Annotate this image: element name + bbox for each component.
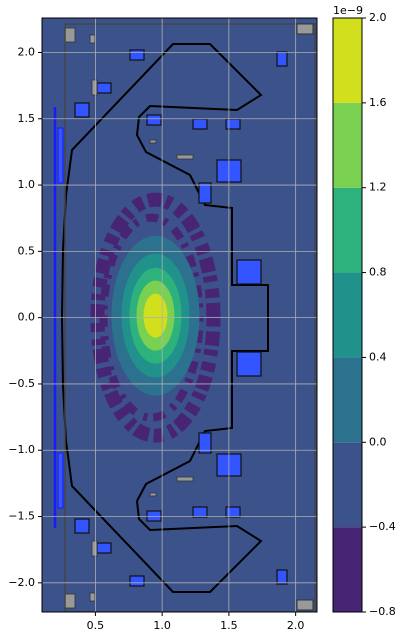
colorbar-tick-label: −0.4 — [369, 520, 396, 533]
coil — [198, 182, 212, 204]
contour-field — [42, 18, 317, 612]
port — [296, 23, 314, 35]
x-tick-label: 1.5 — [220, 619, 238, 632]
coil — [276, 51, 288, 67]
y-tick-label: 1.5 — [18, 112, 36, 125]
passive-structure — [91, 79, 98, 96]
x-tick-label: 0.5 — [87, 619, 105, 632]
coil — [225, 118, 241, 130]
colorbar-tick-label: −0.8 — [369, 605, 396, 618]
coil — [74, 518, 90, 534]
passive-structure — [64, 27, 76, 43]
colorbar-band — [333, 18, 362, 103]
colorbar-band — [333, 272, 362, 358]
colorbar-band — [333, 187, 362, 273]
colorbar-band — [333, 102, 362, 188]
colorbar-band — [333, 442, 362, 528]
colorbar-offset: 1e−9 — [333, 4, 363, 17]
colorbar-band — [333, 357, 362, 443]
coil — [236, 351, 262, 377]
y-tick-label: −0.5 — [8, 377, 35, 390]
contour-region — [143, 293, 168, 338]
passive-structure — [64, 593, 76, 609]
passive-structure — [89, 34, 96, 44]
passive-structure — [176, 476, 194, 482]
colorbar-tick-label: 0.0 — [369, 435, 387, 448]
colorbar-band — [333, 527, 362, 612]
coil — [74, 102, 90, 118]
solenoid-coil — [57, 452, 64, 509]
coil — [236, 259, 262, 285]
passive-structure — [89, 592, 96, 602]
axes-frame — [41, 17, 318, 613]
y-tick-label: 1.0 — [18, 178, 36, 191]
coil — [129, 49, 145, 61]
colorbar-tick-label: 1.6 — [369, 96, 387, 109]
y-tick-label: −2.0 — [8, 576, 35, 589]
colorbar-frame — [332, 17, 363, 613]
colorbar-tick-label: 0.4 — [369, 350, 387, 363]
x-tick-label: 2.0 — [287, 619, 305, 632]
port — [296, 599, 314, 611]
colorbar: −0.8 −0.4 0.0 0.4 0.8 1.2 1.6 2.0 — [332, 11, 396, 618]
passive-structure — [149, 139, 157, 144]
y-tick-label: −1.0 — [8, 443, 35, 456]
solenoid-coil — [57, 127, 64, 184]
y-tick-label: −1.5 — [8, 510, 35, 523]
colorbar-tick-label: 0.8 — [369, 266, 387, 279]
coil — [276, 569, 288, 585]
coil — [146, 114, 162, 126]
passive-structure — [149, 492, 157, 497]
coil — [129, 575, 145, 587]
y-tick-label: 0.5 — [18, 244, 36, 257]
x-tick-label: 1.0 — [153, 619, 171, 632]
coil — [146, 510, 162, 522]
coil — [192, 506, 208, 518]
passive-structure — [91, 540, 98, 557]
y-tick-label: 2.0 — [18, 45, 36, 58]
colorbar-tick-label: 2.0 — [369, 11, 387, 24]
passive-structure — [176, 154, 194, 160]
coil — [96, 82, 112, 94]
coil — [192, 118, 208, 130]
coil — [96, 542, 112, 554]
y-tick-label: 0.0 — [18, 311, 36, 324]
colorbar-tick-label: 1.2 — [369, 181, 387, 194]
coil — [225, 506, 241, 518]
grid: 0.5 1.0 1.5 2.0 −2.0 −1.5 −1.0 −0.5 0.0 0.5 1.0 1.5… — [8, 18, 317, 632]
coil — [198, 432, 212, 454]
